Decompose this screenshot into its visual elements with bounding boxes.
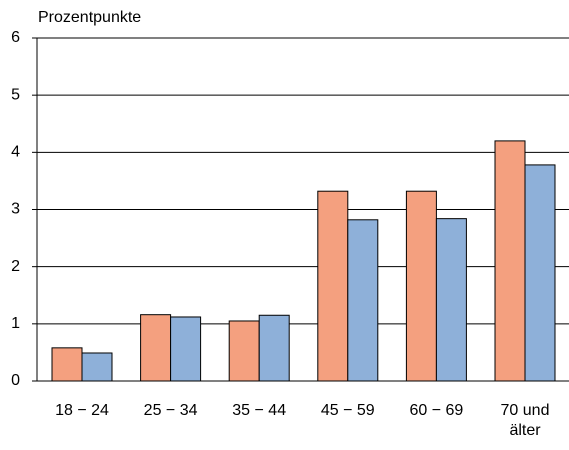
x-tick-label: 35 − 44	[232, 402, 287, 419]
y-tick-label: 2	[11, 258, 20, 275]
y-axis-label: Prozentpunkte	[38, 9, 141, 26]
x-tick-label: 45 − 59	[320, 402, 375, 419]
y-tick-label: 5	[11, 86, 20, 103]
x-tick-label: 60 − 69	[409, 402, 464, 419]
y-tick-label: 4	[11, 144, 20, 161]
y-tick-label: 3	[11, 201, 20, 218]
y-tick-label: 1	[11, 315, 20, 332]
bar	[51, 347, 83, 382]
bar	[228, 320, 260, 382]
bar	[140, 314, 172, 382]
bar	[81, 352, 113, 382]
bar	[405, 190, 437, 382]
bar	[494, 140, 526, 382]
bar	[258, 314, 290, 382]
bar	[435, 218, 467, 382]
bar	[347, 219, 379, 382]
x-tick-label: 70 und älter	[500, 402, 550, 439]
bar	[317, 190, 349, 382]
y-tick-label: 0	[11, 372, 20, 389]
x-tick-label: 18 − 24	[55, 402, 109, 419]
bar	[524, 164, 556, 382]
bar	[170, 316, 202, 382]
y-tick-label: 6	[11, 29, 20, 46]
x-tick-label: 25 − 34	[143, 402, 198, 419]
